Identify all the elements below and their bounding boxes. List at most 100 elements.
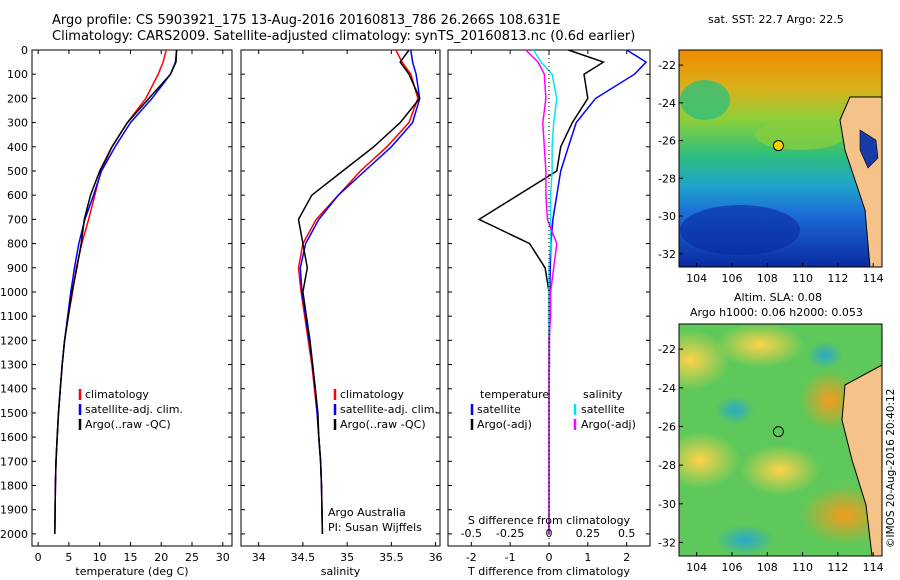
- x-tick-label: 30: [216, 551, 230, 564]
- depth-tick-label: 1700: [0, 455, 28, 468]
- map-x-tick-label: 106: [721, 561, 742, 574]
- map-y-tick-label: -30: [658, 498, 676, 511]
- salinity-frame: [240, 49, 441, 547]
- x-tick-label: -1: [505, 551, 516, 564]
- climatology-subtitle: Climatology: CARS2009. Satellite-adjuste…: [52, 29, 636, 44]
- depth-tick-label: 400: [7, 141, 28, 154]
- s-tick-label: 0: [546, 527, 553, 540]
- map-x-tick-label: 114: [863, 272, 884, 285]
- legend-label: satellite-adj. clim.: [85, 403, 183, 416]
- depth-tick-label: 800: [7, 238, 28, 251]
- differences-series-0: [548, 49, 648, 534]
- temperature-series-2: [54, 49, 178, 534]
- imos-credit: ©IMOS 20-Aug-2016 20:40:12: [885, 389, 897, 548]
- s-tick-label: 0.5: [618, 527, 636, 540]
- sst-map-title: sat. SST: 22.7 Argo: 22.5: [708, 13, 844, 26]
- annotation-text: Argo Australia: [328, 506, 406, 519]
- map-x-tick-label: 104: [686, 561, 707, 574]
- salinity-series-1: [299, 49, 421, 534]
- differences-series-2: [532, 49, 558, 534]
- map-x-tick-label: 112: [827, 272, 848, 285]
- annotation-text: PI: Susan Wijffels: [328, 521, 422, 534]
- s-tick-label: -0.25: [496, 527, 524, 540]
- map-y-tick-label: -24: [658, 382, 676, 395]
- x-tick-label: 35.5: [379, 551, 404, 564]
- depth-tick-label: 0: [21, 44, 28, 57]
- sla-map-subtitle: Argo h1000: 0.06 h2000: 0.053: [690, 306, 863, 319]
- x-tick-label: 15: [123, 551, 137, 564]
- map-y-tick-label: -28: [658, 459, 676, 472]
- sst-map-axes: 104 106 108 110 112 114 -22 -24 -26 -28 -30 -32: [658, 59, 884, 285]
- x-axis-label: salinity: [321, 565, 361, 578]
- depth-tick-label: 1800: [0, 480, 28, 493]
- map-x-tick-label: 114: [863, 561, 884, 574]
- x-tick-label: 0: [546, 551, 553, 564]
- depth-tick-label: 700: [7, 213, 28, 226]
- map-x-tick-label: 112: [827, 561, 848, 574]
- depth-tick-label: 600: [7, 189, 28, 202]
- legend-label: temperature: [480, 388, 549, 401]
- sla-map-axes: 104 106 108 110 112 114 -22 -24 -26 -28 -30 -32: [658, 343, 884, 574]
- legend-label: climatology: [85, 388, 149, 401]
- map-y-tick-label: -30: [658, 210, 676, 223]
- legend-label: climatology: [340, 388, 404, 401]
- legend-label: satellite: [581, 403, 625, 416]
- temperature-frame: [31, 49, 233, 547]
- x-tick-label: 25: [185, 551, 199, 564]
- depth-tick-label: 1100: [0, 310, 28, 323]
- sla-map-panel: Altim. SLA: 0.08 Argo h1000: 0.06 h2000:…: [658, 291, 884, 574]
- differences-series-1: [477, 49, 606, 534]
- legend-label: Argo(..raw -QC): [85, 418, 171, 431]
- s-axis-label: S difference from climatology: [468, 514, 631, 527]
- sla-map-title: Altim. SLA: 0.08: [734, 291, 822, 304]
- depth-tick-label: 300: [7, 117, 28, 130]
- argo-position-marker: [772, 140, 784, 152]
- depth-tick-label: 900: [7, 262, 28, 275]
- x-tick-label: 1: [584, 551, 591, 564]
- depth-tick-label: 1600: [0, 431, 28, 444]
- sla-coastline: [841, 364, 882, 556]
- differences-series-3: [525, 49, 558, 534]
- sst-map-frame: [678, 49, 883, 268]
- map-y-tick-label: -24: [658, 97, 676, 110]
- depth-tick-label: 200: [7, 92, 28, 105]
- x-tick-label: 0: [35, 551, 42, 564]
- sst-map-panel: sat. SST: 22.7 Argo: 22.5 104 106 108 110 11…: [658, 13, 884, 285]
- map-y-tick-label: -22: [658, 343, 676, 356]
- depth-tick-label: 1300: [0, 359, 28, 372]
- map-y-tick-label: -22: [658, 59, 676, 72]
- map-x-tick-label: 104: [686, 272, 707, 285]
- profile-panels: 0100200300400500600700800900100011001200…: [0, 44, 651, 578]
- x-tick-label: 2: [623, 551, 630, 564]
- map-x-tick-label: 108: [757, 272, 778, 285]
- x-axis-label: T difference from climatology: [467, 565, 630, 578]
- depth-tick-label: 1400: [0, 383, 28, 396]
- x-tick-label: 34: [252, 551, 266, 564]
- map-y-tick-label: -26: [658, 420, 676, 433]
- x-tick-label: 34.5: [291, 551, 316, 564]
- map-y-tick-label: -26: [658, 135, 676, 148]
- s-tick-label: -0.5: [461, 527, 482, 540]
- depth-tick-label: 1500: [0, 407, 28, 420]
- depth-tick-label: 1200: [0, 334, 28, 347]
- differences-panel: -2 -1 0 1 2T difference from climatology -0.5…: [447, 49, 651, 578]
- depth-tick-label: 500: [7, 165, 28, 178]
- sla-map-frame: [678, 323, 883, 557]
- map-x-tick-label: 108: [757, 561, 778, 574]
- legend-label: Argo(-adj): [581, 418, 636, 431]
- s-tick-label: 0.25: [576, 527, 601, 540]
- x-tick-label: 36: [429, 551, 443, 564]
- salinity-series-2: [297, 49, 421, 534]
- temperature-panel: 0100200300400500600700800900100011001200…: [0, 44, 233, 578]
- depth-tick-label: 2000: [0, 528, 28, 541]
- profile-title: Argo profile: CS 5903921_175 13-Aug-2016…: [52, 13, 561, 28]
- x-tick-label: 35: [340, 551, 354, 564]
- legend-label: Argo(..raw -QC): [340, 418, 426, 431]
- x-tick-label: 10: [93, 551, 107, 564]
- x-axis-label: temperature (deg C): [75, 565, 188, 578]
- legend-label: satellite-adj. clim.: [340, 403, 438, 416]
- salinity-panel: 34 34.5 35 35.5 36 salinity climatology satelli…: [240, 49, 443, 578]
- map-x-tick-label: 110: [792, 561, 813, 574]
- map-x-tick-label: 106: [721, 272, 742, 285]
